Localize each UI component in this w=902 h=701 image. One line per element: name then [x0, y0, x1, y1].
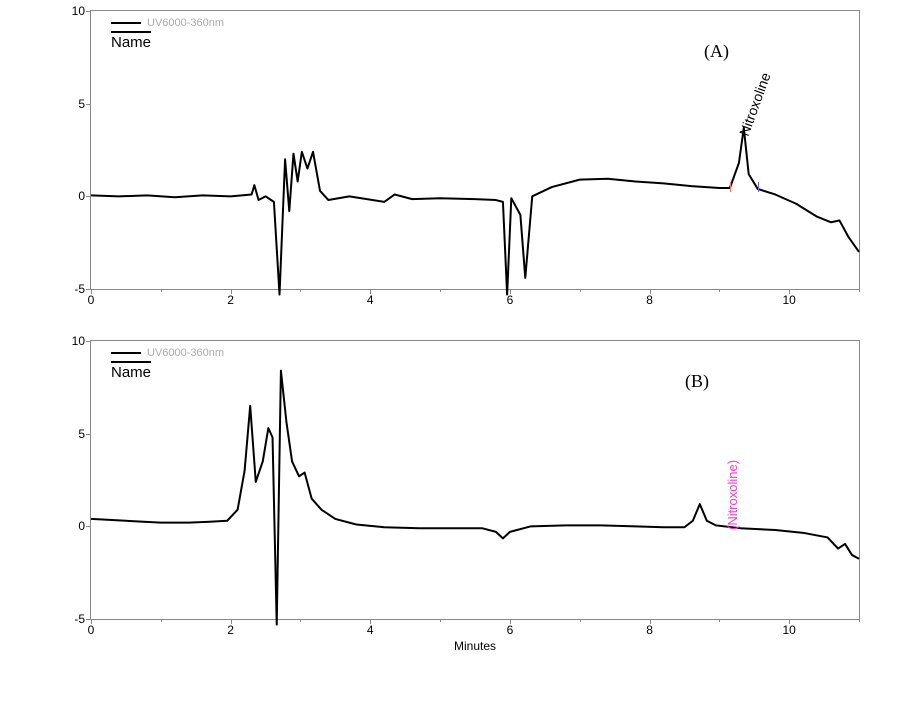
x-tick-label: 2 [227, 289, 234, 307]
x-tick-label: 2 [227, 619, 234, 637]
panel-a: UV6000-360nm Name (A) -505100246810Nitro… [50, 10, 870, 320]
x-minor-tick-mark [440, 619, 441, 622]
peak-marker-tick [758, 182, 759, 192]
x-minor-tick-mark [719, 289, 720, 292]
y-tick-label: 0 [78, 519, 91, 533]
panel-b-trace [91, 341, 859, 619]
figure-root: UV6000-360nm Name (A) -505100246810Nitro… [0, 0, 902, 701]
panel-b: UV6000-360nm Name (B) -505100246810Minut… [50, 340, 870, 650]
x-minor-tick-mark [161, 289, 162, 292]
x-tick-label: 0 [88, 289, 95, 307]
x-minor-tick-mark [859, 619, 860, 622]
y-tick-label: 10 [72, 4, 91, 18]
x-minor-tick-mark [859, 289, 860, 292]
x-axis-title: Minutes [454, 619, 496, 653]
x-tick-label: 6 [507, 619, 514, 637]
x-minor-tick-mark [719, 619, 720, 622]
x-minor-tick-mark [440, 289, 441, 292]
x-minor-tick-mark [580, 289, 581, 292]
x-minor-tick-mark [161, 619, 162, 622]
x-tick-label: 0 [88, 619, 95, 637]
y-tick-label: 5 [78, 427, 91, 441]
y-tick-label: 10 [72, 334, 91, 348]
x-tick-label: 10 [782, 289, 795, 307]
x-minor-tick-mark [300, 619, 301, 622]
x-tick-label: 4 [367, 289, 374, 307]
x-tick-label: 8 [646, 619, 653, 637]
x-tick-label: 4 [367, 619, 374, 637]
panel-a-trace [91, 11, 859, 289]
panel-a-plot-frame: UV6000-360nm Name (A) -505100246810Nitro… [90, 10, 860, 290]
x-tick-label: 10 [782, 619, 795, 637]
y-tick-label: 5 [78, 97, 91, 111]
x-minor-tick-mark [580, 619, 581, 622]
panel-b-plot-frame: UV6000-360nm Name (B) -505100246810Minut… [90, 340, 860, 620]
y-tick-label: 0 [78, 189, 91, 203]
x-tick-label: 8 [646, 289, 653, 307]
x-minor-tick-mark [300, 289, 301, 292]
peak-marker-tick [730, 182, 731, 192]
peak-label: (Nitroxoline) [725, 460, 740, 530]
